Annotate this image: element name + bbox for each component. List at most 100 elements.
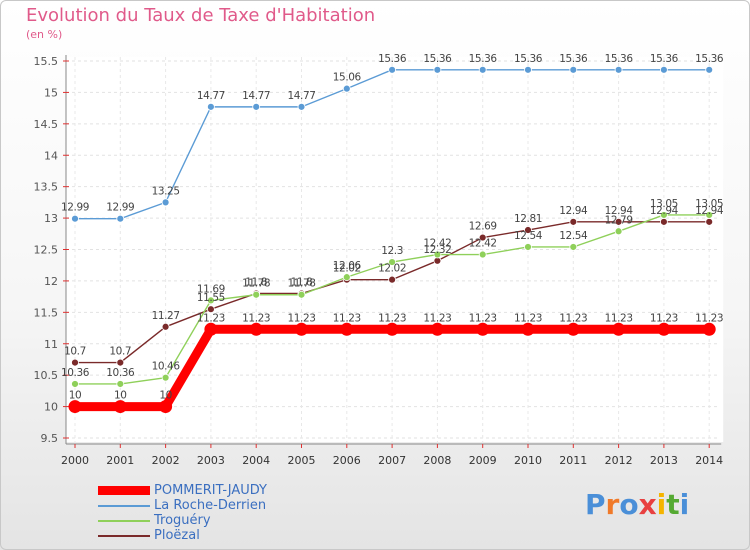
y-tick-label: 12 (44, 275, 58, 288)
logo-letter: x (638, 488, 657, 521)
legend-swatch (98, 519, 150, 522)
data-label: 15.36 (559, 53, 588, 65)
data-point (159, 400, 173, 414)
x-tick-label: 2012 (605, 454, 633, 467)
logo-letter: r (605, 488, 620, 521)
data-label: 11.23 (378, 312, 406, 324)
data-point (705, 65, 714, 74)
data-label: 12.42 (469, 238, 497, 250)
data-point (478, 250, 487, 259)
data-label: 11.23 (242, 312, 270, 324)
data-label: 12.02 (378, 263, 406, 275)
legend-label: Troguéry (154, 513, 211, 528)
x-tick-label: 2000 (61, 454, 89, 467)
data-label: 13.05 (650, 198, 678, 210)
data-label: 11.78 (287, 278, 315, 290)
data-label: 11.23 (287, 312, 315, 324)
data-label: 12.81 (514, 213, 542, 225)
data-label: 11.23 (514, 312, 542, 324)
data-label: 10.36 (106, 367, 135, 379)
data-label: 10.7 (64, 346, 86, 358)
y-tick-label: 13.5 (34, 181, 59, 194)
data-point (657, 322, 671, 336)
chart-unit: (en %) (26, 28, 63, 41)
data-label: 15.36 (469, 53, 498, 65)
y-tick-label: 14.5 (34, 118, 59, 131)
data-label: 12.69 (469, 221, 497, 233)
data-point (206, 296, 215, 305)
legend-item: Ploëzal (98, 528, 267, 543)
y-tick-label: 9.5 (41, 432, 59, 445)
data-label: 10.36 (61, 367, 90, 379)
data-label: 15.36 (514, 53, 543, 65)
data-point (297, 290, 306, 299)
data-point (295, 322, 308, 336)
data-point (116, 380, 125, 388)
proxiti-logo: Proxiti (585, 488, 689, 521)
data-point (252, 290, 261, 299)
data-label: 15.36 (378, 53, 407, 65)
data-label: 11.23 (605, 312, 633, 324)
data-point (68, 400, 82, 414)
data-label: 12.94 (695, 205, 724, 217)
data-label: 11.8 (291, 276, 313, 288)
data-point (660, 217, 668, 226)
data-point (524, 243, 532, 251)
data-label: 12.02 (333, 263, 361, 275)
data-point (116, 214, 125, 223)
data-label: 11.23 (650, 312, 678, 324)
data-point (478, 65, 487, 74)
x-tick-label: 2003 (197, 454, 225, 467)
legend-label: POMMERIT-JAUDY (154, 483, 268, 498)
data-label: 10.7 (109, 346, 131, 358)
x-tick-label: 2008 (423, 454, 451, 467)
logo-letter: i (679, 488, 690, 521)
data-point (385, 322, 399, 336)
x-tick-label: 2010 (514, 454, 542, 467)
data-label: 10 (159, 390, 172, 402)
data-point (705, 217, 714, 226)
x-tick-label: 2004 (242, 454, 270, 467)
data-label: 10 (69, 390, 82, 402)
data-point (161, 373, 170, 382)
logo-letter: P (585, 488, 606, 521)
legend-label: La Roche-Derrien (154, 498, 267, 513)
data-point (116, 358, 125, 367)
data-point (660, 65, 668, 74)
data-point (206, 305, 215, 314)
data-label: 12.54 (559, 230, 588, 242)
data-label: 15.36 (695, 53, 724, 65)
data-label: 15.36 (423, 53, 452, 65)
y-tick-label: 11 (44, 338, 58, 351)
data-point (476, 322, 490, 336)
data-point (524, 65, 532, 74)
data-label: 14.77 (287, 90, 315, 102)
data-label: 11.69 (197, 283, 225, 295)
data-point (342, 273, 351, 282)
data-point (340, 322, 354, 336)
data-point (388, 275, 397, 284)
data-label: 10 (114, 390, 127, 402)
data-label: 12.3 (381, 245, 403, 257)
data-label: 11.78 (242, 278, 270, 290)
data-label: 10.46 (152, 361, 181, 373)
data-point (252, 102, 261, 111)
data-point (524, 226, 532, 234)
y-tick-label: 10.5 (34, 369, 59, 382)
data-label: 14.77 (242, 90, 270, 102)
data-label: 13.25 (152, 185, 180, 197)
data-label: 11.55 (197, 292, 225, 304)
data-label: 15.06 (333, 72, 362, 84)
data-label: 12.79 (605, 214, 633, 226)
x-tick-label: 2011 (559, 454, 587, 467)
data-label: 12.94 (605, 205, 634, 217)
data-label: 12.32 (423, 244, 451, 256)
data-label: 11.23 (333, 312, 361, 324)
data-point (71, 358, 79, 367)
x-tick-label: 2014 (695, 454, 723, 467)
legend-label: Ploëzal (154, 528, 200, 543)
data-label: 11.23 (423, 312, 451, 324)
y-tick-label: 15.5 (34, 55, 59, 68)
data-label: 12.06 (333, 260, 362, 272)
